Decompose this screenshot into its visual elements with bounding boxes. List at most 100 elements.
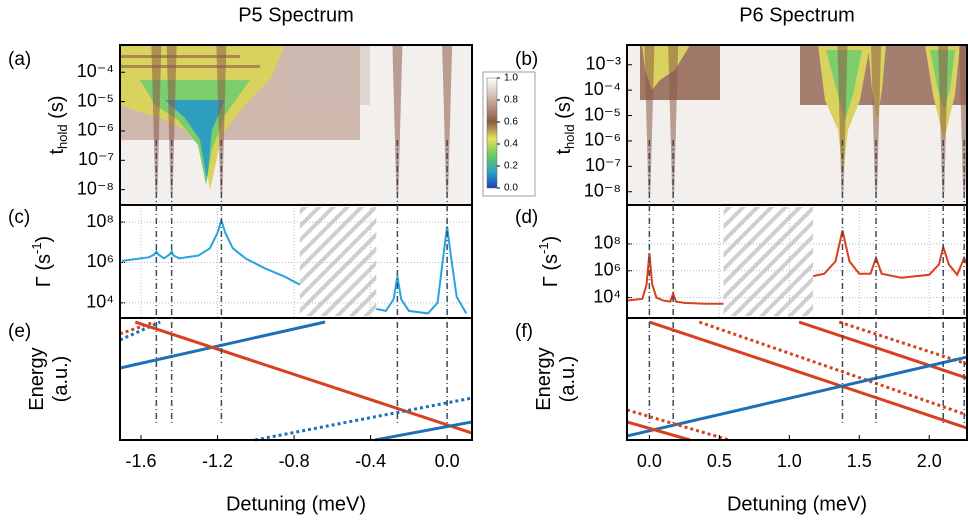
energy-level	[119, 320, 161, 342]
panel-label: (b)	[515, 49, 538, 70]
panel-label: (d)	[515, 207, 538, 228]
label-text: Γ (s	[540, 254, 562, 287]
colorbar-tick-label: 0.4	[504, 139, 518, 150]
label-sub: hold	[562, 124, 577, 149]
rate-line	[121, 217, 301, 286]
label-rest: )	[540, 236, 562, 243]
y-tick-label: 10⁻⁷	[78, 149, 114, 169]
heatmap-a	[120, 45, 472, 205]
y-tick-label: 10⁻⁶	[584, 130, 621, 150]
label-rest: (s)	[553, 95, 575, 124]
y-axis-label: Γ (s-1)	[29, 236, 55, 287]
heatmap-b	[627, 45, 967, 205]
x-tick-label: -0.8	[279, 451, 310, 471]
y-axis-label: thold (s)	[553, 95, 577, 154]
column-title: P6 Spectrum	[739, 4, 855, 26]
panel-label: (c)	[8, 207, 30, 228]
y-tick-label: 10⁻⁵	[77, 90, 114, 110]
y-axis-label: Energy (a.u.)	[26, 347, 72, 410]
resonance-streak	[166, 45, 177, 193]
column-title: P5 Spectrum	[238, 4, 354, 26]
panel-label: (e)	[8, 321, 31, 342]
label-text: t	[46, 149, 68, 155]
y-axis-label: thold (s)	[46, 95, 70, 154]
panel-label: (a)	[8, 49, 31, 70]
resonance-streak	[959, 45, 968, 193]
resonance-streak	[392, 45, 403, 193]
excluded-region	[299, 207, 377, 316]
y-tick-label: 10⁻⁵	[584, 104, 621, 124]
energy-level	[119, 320, 326, 370]
y-tick-label: 10⁻⁷	[585, 155, 621, 175]
x-tick-label: -1.2	[202, 451, 233, 471]
resonance-streak	[216, 45, 227, 193]
energy-level	[838, 320, 968, 366]
label-rest: )	[33, 236, 55, 243]
label-line: (a.u.)	[50, 356, 72, 403]
colorbar-tick-label: 0.2	[504, 161, 518, 172]
energy-level	[798, 320, 968, 380]
y-tick-label: 10⁸	[86, 211, 114, 231]
panel-label: (f)	[515, 321, 533, 342]
energy-level	[626, 355, 968, 438]
y-tick-label: 10⁴	[593, 286, 621, 306]
energy-level	[374, 420, 473, 442]
energy-level	[626, 420, 691, 442]
colorbar-tick-label: 0.0	[504, 183, 518, 194]
y-tick-label: 10⁴	[86, 292, 114, 312]
rate-line	[626, 253, 724, 305]
resonance-streak	[837, 45, 848, 193]
colorbar-tick-label: 0.8	[504, 95, 518, 106]
x-tick-label: 1.0	[777, 451, 802, 471]
panel-frame	[119, 204, 473, 319]
x-axis-label: Detuning (meV)	[226, 493, 366, 515]
y-tick-label: 10⁶	[87, 251, 114, 271]
label-sup: -1	[29, 242, 44, 254]
label-line: Energy	[533, 347, 555, 410]
y-tick-label: 10⁻⁸	[77, 178, 114, 198]
label-line: Energy	[26, 347, 48, 410]
label-text: t	[553, 149, 575, 155]
label-sup: -1	[536, 242, 551, 254]
rate-line	[812, 230, 968, 279]
excluded-region	[723, 207, 814, 316]
label-text: Γ (s	[33, 254, 55, 287]
resonance-streak	[871, 45, 882, 193]
y-tick-label: 10⁻⁴	[584, 79, 621, 99]
x-tick-label: -0.4	[355, 451, 386, 471]
y-tick-label: 10⁻⁶	[77, 120, 114, 140]
resonance-streak	[668, 45, 679, 193]
energy-level	[134, 320, 473, 435]
resonance-streak	[151, 45, 162, 193]
panel-frame	[119, 317, 473, 441]
energy-level	[648, 320, 968, 430]
energy-level	[254, 396, 473, 442]
x-tick-label: 0.5	[707, 451, 732, 471]
y-tick-label: 10⁻³	[585, 54, 621, 74]
energy-level	[698, 320, 968, 417]
colorbar-tick-label: 0.6	[504, 117, 518, 128]
energy-level	[119, 320, 155, 336]
x-tick-label: -1.6	[126, 451, 157, 471]
y-tick-label: 10⁸	[593, 233, 621, 253]
x-axis-label: Detuning (meV)	[727, 493, 867, 515]
x-tick-label: 2.0	[917, 451, 942, 471]
resonance-streak	[442, 45, 453, 193]
label-rest: (s)	[46, 95, 68, 124]
y-axis-label: Energy (a.u.)	[533, 347, 579, 410]
panel-frame	[626, 317, 968, 441]
colorbar-tick-label: 1.0	[504, 73, 518, 84]
label-line: (a.u.)	[557, 356, 579, 403]
x-tick-label: 1.5	[847, 451, 872, 471]
x-tick-label: 0.0	[637, 451, 662, 471]
rate-line	[376, 226, 468, 315]
resonance-streak	[644, 45, 655, 193]
y-tick-label: 10⁶	[594, 260, 621, 280]
y-tick-label: 10⁻⁸	[584, 180, 621, 200]
y-tick-label: 10⁻⁴	[77, 61, 114, 81]
y-axis-label: Γ (s-1)	[536, 236, 562, 287]
x-tick-label: 0.0	[435, 451, 460, 471]
resonance-streak	[938, 45, 949, 193]
